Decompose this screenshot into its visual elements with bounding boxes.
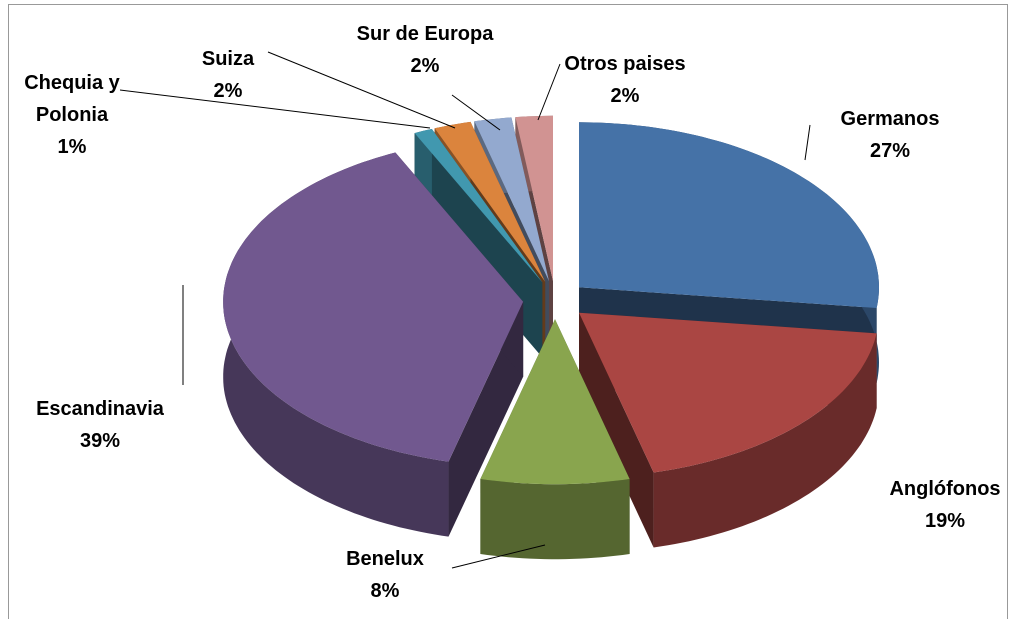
- data-label: Chequia y Polonia 1%: [12, 67, 132, 163]
- slice: [474, 117, 550, 282]
- data-label: Suiza 2%: [202, 43, 254, 107]
- percent-label: 2%: [410, 55, 440, 77]
- percent-label: 2%: [213, 80, 243, 102]
- slice: [579, 122, 879, 308]
- category-label: Chequia y Polonia: [24, 72, 120, 126]
- slice-wall: [653, 333, 877, 548]
- leader-line: [537, 63, 561, 121]
- data-label: Sur de Europa 2%: [357, 18, 494, 82]
- leader-line: [451, 94, 501, 131]
- category-label: Anglófonos: [889, 478, 1001, 500]
- leader-line: [267, 51, 456, 129]
- slice: [515, 115, 553, 281]
- slice: [579, 312, 877, 473]
- chart-frame: [8, 4, 1008, 619]
- percent-label: 2%: [610, 85, 640, 107]
- leader-line: [804, 124, 811, 161]
- category-label: Germanos: [840, 108, 940, 130]
- category-label: Escandinavia: [36, 398, 164, 420]
- category-label: Benelux: [346, 548, 424, 570]
- percent-label: 8%: [370, 580, 400, 602]
- percent-label: 39%: [79, 430, 121, 452]
- percent-label: 1%: [57, 136, 87, 158]
- slice-side: [448, 301, 524, 537]
- category-label: Suiza: [201, 48, 255, 70]
- data-label: Otros paises 2%: [564, 48, 685, 112]
- category-label: Sur de Europa: [356, 23, 494, 45]
- slice: [434, 121, 546, 282]
- leader-line: [451, 544, 546, 569]
- slice: [480, 319, 630, 485]
- data-label: Escandinavia 39%: [36, 393, 164, 457]
- leader-line: [119, 89, 431, 129]
- percent-label: 19%: [924, 510, 966, 532]
- slice: [414, 129, 543, 283]
- slice-side: [579, 312, 654, 548]
- slice-wall: [480, 479, 630, 560]
- category-label: Otros paises: [564, 53, 686, 75]
- percent-label: 27%: [869, 140, 911, 162]
- data-label: Anglófonos 19%: [889, 473, 1000, 537]
- data-label: Germanos 27%: [841, 103, 940, 167]
- slice: [223, 152, 524, 462]
- data-label: Benelux 8%: [346, 543, 424, 607]
